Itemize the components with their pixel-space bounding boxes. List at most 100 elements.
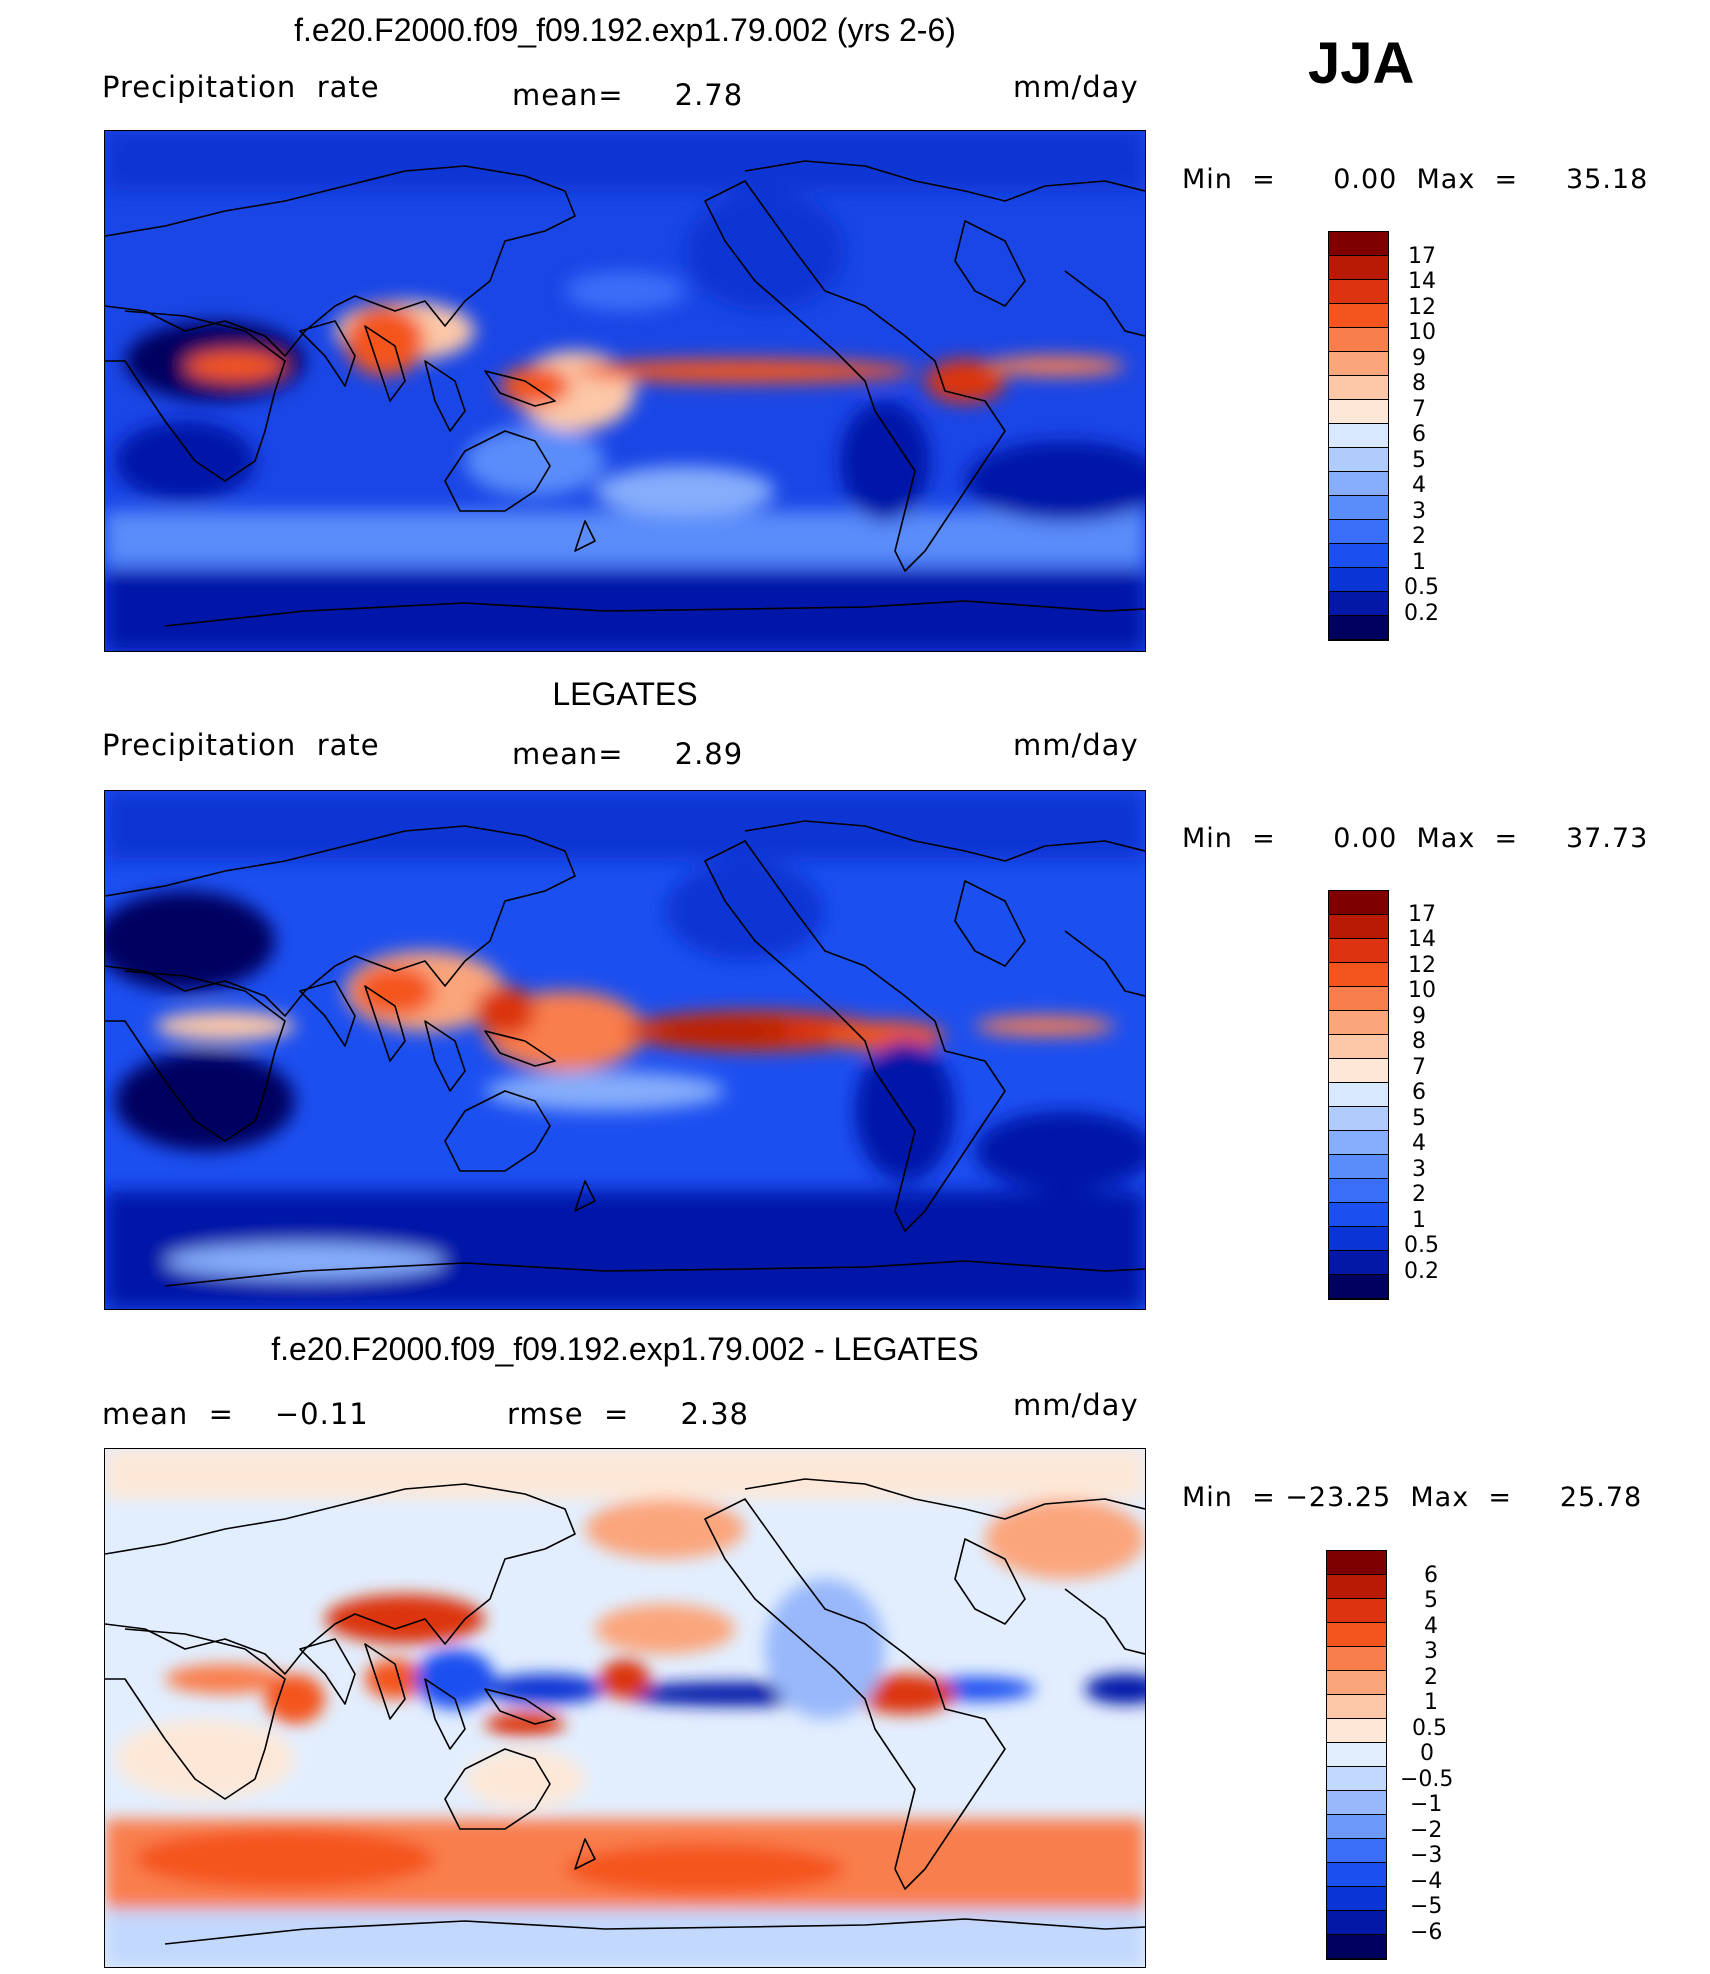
colorbar-swatch — [1329, 1179, 1388, 1203]
colorbar-swatch — [1329, 1059, 1388, 1083]
colorbar-swatch — [1329, 472, 1388, 496]
panel-2-tick-label: 17 — [1408, 902, 1436, 927]
colorbar-swatch — [1329, 232, 1388, 256]
panel-1-tick-label: 8 — [1412, 371, 1426, 396]
panel-1-tick-label: 1 — [1412, 550, 1426, 575]
panel-3-title: f.e20.F2000.f09_f09.192.exp1.79.002 - LE… — [271, 1331, 979, 1367]
colorbar-swatch — [1329, 939, 1388, 963]
colorbar-swatch — [1329, 616, 1388, 640]
panel-3-tick-label: −0.5 — [1400, 1767, 1454, 1792]
panel-3-tick-label: −3 — [1410, 1843, 1443, 1868]
colorbar-swatch — [1329, 915, 1388, 939]
colorbar-swatch — [1329, 400, 1388, 424]
panel-3-tick-label: 1 — [1424, 1690, 1438, 1715]
panel-3-tick-label: −4 — [1410, 1869, 1443, 1894]
season-label: JJA — [1308, 31, 1415, 96]
panel-3-minmax: Min = −23.25 Max = 25.78 — [1182, 1482, 1643, 1513]
colorbar-swatch — [1329, 448, 1388, 472]
colorbar-swatch — [1327, 1671, 1386, 1695]
panel-3-tick-label: −2 — [1410, 1818, 1443, 1843]
colorbar-swatch — [1327, 1791, 1386, 1815]
panel-2-tick-label: 6 — [1412, 1080, 1426, 1105]
panel-3-difference-map — [104, 1448, 1146, 1968]
panel-1-tick-label: 12 — [1408, 295, 1436, 320]
panel-1-mean-label: mean= 2.78 — [512, 78, 744, 112]
colorbar-swatch — [1329, 1011, 1388, 1035]
colorbar-swatch — [1327, 1767, 1386, 1791]
colorbar-swatch — [1329, 891, 1388, 915]
colorbar-swatch — [1329, 1203, 1388, 1227]
colorbar-swatch — [1327, 1743, 1386, 1767]
panel-1-tick-label: 10 — [1408, 320, 1436, 345]
colorbar-swatch — [1329, 1131, 1388, 1155]
colorbar-swatch — [1327, 1863, 1386, 1887]
panel-1-tick-label: 14 — [1408, 269, 1436, 294]
panel-2-tick-label: 3 — [1412, 1157, 1426, 1182]
colorbar-swatch — [1327, 1551, 1386, 1575]
panel-1-tick-label: 17 — [1408, 244, 1436, 269]
colorbar-swatch — [1329, 352, 1388, 376]
colorbar-swatch — [1327, 1575, 1386, 1599]
panel-1-title: f.e20.F2000.f09_f09.192.exp1.79.002 (yrs… — [294, 12, 956, 48]
panel-1-precipitation-map — [104, 130, 1146, 652]
panel-3-tick-label: −5 — [1410, 1894, 1443, 1919]
colorbar-swatch — [1327, 1887, 1386, 1911]
colorbar-swatch — [1329, 592, 1388, 616]
colorbar-swatch — [1327, 1815, 1386, 1839]
panel-1-tick-label: 4 — [1412, 473, 1426, 498]
panel-2-tick-label: 10 — [1408, 978, 1436, 1003]
panel-2-tick-label: 2 — [1412, 1182, 1426, 1207]
panel-3-tick-label: 4 — [1424, 1614, 1438, 1639]
panel-2-variable-label: Precipitation rate — [102, 728, 380, 762]
panel-2-tick-label: 1 — [1412, 1208, 1426, 1233]
panel-2-tick-label: 0.2 — [1404, 1259, 1439, 1284]
colorbar-swatch — [1327, 1623, 1386, 1647]
colorbar-swatch — [1329, 280, 1388, 304]
colorbar-swatch — [1329, 328, 1388, 352]
panel-3-tick-label: 2 — [1424, 1665, 1438, 1690]
colorbar-swatch — [1327, 1911, 1386, 1935]
colorbar-swatch — [1329, 424, 1388, 448]
panel-3-units-label: mm/day — [1013, 1388, 1139, 1422]
panel-1-tick-label: 2 — [1412, 524, 1426, 549]
colorbar-swatch — [1329, 256, 1388, 280]
colorbar-swatch — [1329, 963, 1388, 987]
panel-3-rmse-label: rmse = 2.38 — [507, 1397, 750, 1431]
panel-3-tick-label: −1 — [1410, 1792, 1443, 1817]
panel-2-tick-label: 7 — [1412, 1055, 1426, 1080]
panel-1-units-label: mm/day — [1013, 70, 1139, 104]
panel-3-colorbar — [1326, 1550, 1387, 1960]
colorbar-swatch — [1329, 544, 1388, 568]
panel-2-units-label: mm/day — [1013, 728, 1139, 762]
colorbar-swatch — [1329, 1155, 1388, 1179]
panel-2-precipitation-map — [104, 790, 1146, 1310]
panel-3-tick-label: −6 — [1410, 1920, 1443, 1945]
colorbar-swatch — [1329, 568, 1388, 592]
panel-2-colorbar — [1328, 890, 1389, 1300]
panel-3-tick-label: 0.5 — [1412, 1716, 1447, 1741]
colorbar-swatch — [1329, 520, 1388, 544]
panel-1-colorbar — [1328, 231, 1389, 641]
colorbar-swatch — [1329, 376, 1388, 400]
panel-3-mean-label: mean = −0.11 — [102, 1397, 369, 1431]
panel-1-tick-label: 6 — [1412, 422, 1426, 447]
panel-2-minmax: Min = 0.00 Max = 37.73 — [1182, 823, 1649, 854]
colorbar-swatch — [1327, 1695, 1386, 1719]
colorbar-swatch — [1327, 1839, 1386, 1863]
panel-2-tick-label: 9 — [1412, 1004, 1426, 1029]
colorbar-swatch — [1329, 1035, 1388, 1059]
panel-1-tick-label: 9 — [1412, 346, 1426, 371]
panel-1-tick-label: 0.5 — [1404, 575, 1439, 600]
panel-2-tick-label: 8 — [1412, 1029, 1426, 1054]
panel-2-title: LEGATES — [552, 676, 698, 712]
panel-3-tick-label: 5 — [1424, 1588, 1438, 1613]
panel-1-variable-label: Precipitation rate — [102, 70, 380, 104]
panel-2-tick-label: 0.5 — [1404, 1233, 1439, 1258]
colorbar-swatch — [1327, 1719, 1386, 1743]
panel-2-tick-label: 12 — [1408, 953, 1436, 978]
colorbar-swatch — [1327, 1647, 1386, 1671]
colorbar-swatch — [1329, 1227, 1388, 1251]
colorbar-swatch — [1329, 496, 1388, 520]
panel-3-tick-label: 6 — [1424, 1563, 1438, 1588]
panel-1-tick-label: 7 — [1412, 397, 1426, 422]
